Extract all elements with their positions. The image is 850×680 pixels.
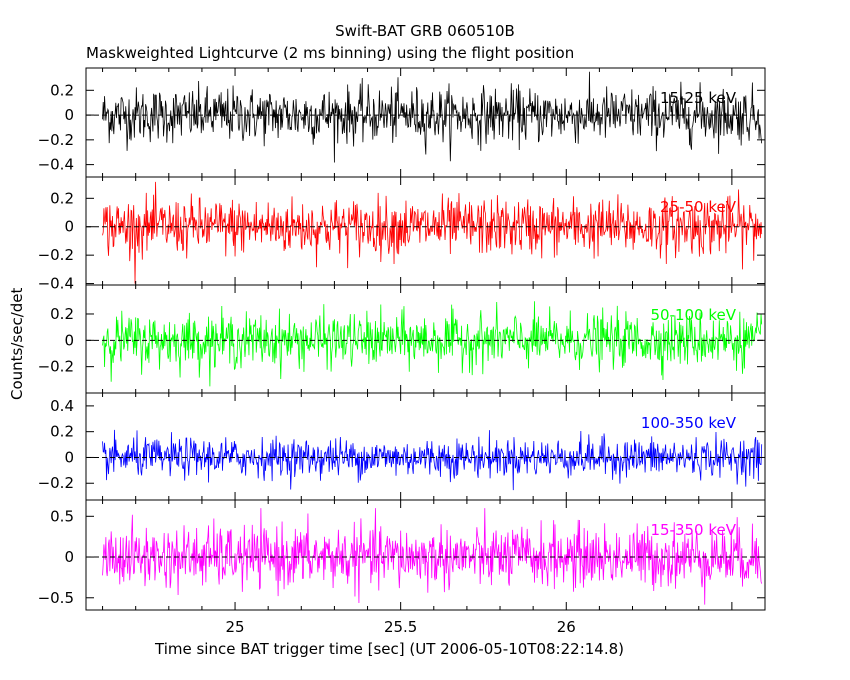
y-tick-label: 0 [64,218,74,236]
y-tick-label: 0 [64,331,74,349]
y-tick-label: −0.2 [38,474,74,492]
y-tick-label: 0.4 [50,397,74,415]
y-tick-label: −0.4 [38,156,74,174]
x-tick-label: 25.5 [384,618,417,636]
y-tick-label: 0 [64,548,74,566]
series-line [102,181,763,284]
chart-title: Swift-BAT GRB 060510B [335,22,515,40]
series-line [102,301,763,387]
panel-frame [85,392,766,501]
series-line [102,429,763,491]
band-label: 100-350 keV [641,414,737,432]
y-tick-label: 0.2 [50,81,74,99]
x-axis-label: Time since BAT trigger time [sec] (UT 20… [155,640,624,658]
band-label: 15-25 keV [660,89,737,107]
series-line [102,71,763,163]
band-label: 25-50 keV [660,198,737,216]
y-tick-label: −0.4 [38,275,74,293]
chart-subtitle: Maskweighted Lightcurve (2 ms binning) u… [86,44,575,62]
band-label: 15-350 keV [650,521,736,539]
band-label: 50-100 keV [650,306,736,324]
series-line [102,508,763,605]
y-tick-label: −0.2 [38,358,74,376]
y-tick-label: −0.2 [38,131,74,149]
panel-frame [85,499,766,611]
y-tick-label: 0.5 [50,507,74,525]
y-tick-label: 0 [64,448,74,466]
x-tick-label: 26 [557,618,576,636]
y-tick-label: −0.5 [38,589,74,607]
y-tick-label: 0.2 [50,189,74,207]
y-tick-label: 0.2 [50,305,74,323]
y-tick-label: −0.2 [38,246,74,264]
y-tick-label: 0 [64,106,74,124]
y-tick-label: 0.2 [50,423,74,441]
x-tick-label: 25 [226,618,245,636]
